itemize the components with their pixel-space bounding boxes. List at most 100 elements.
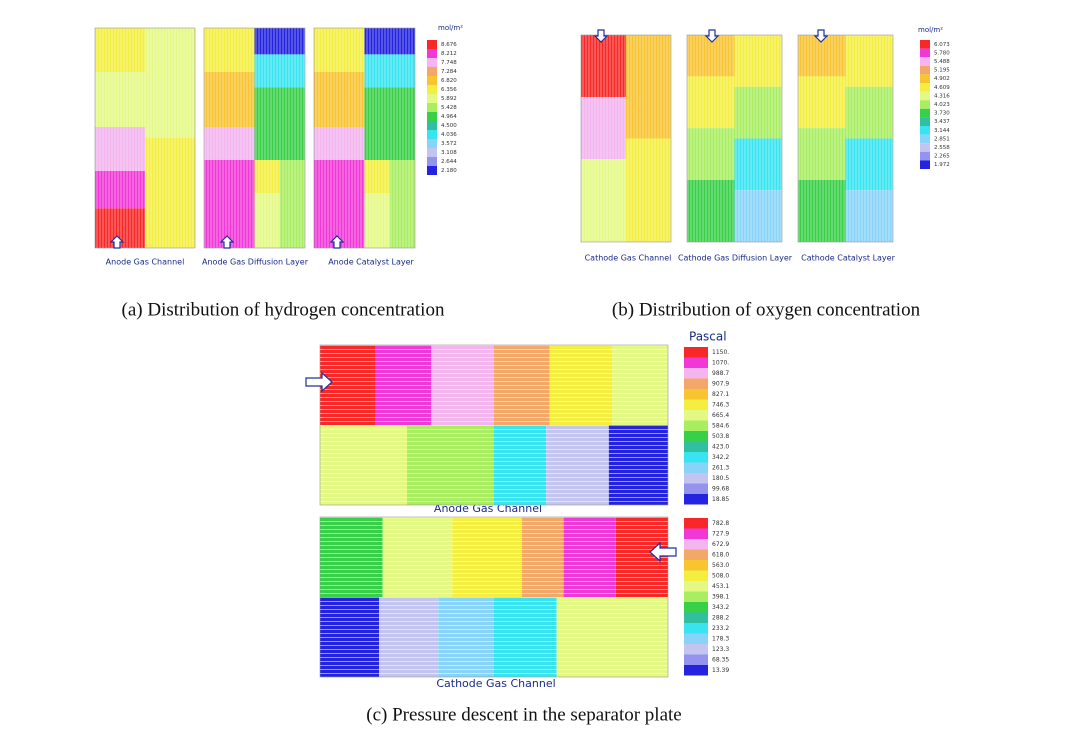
- legend-swatch: [427, 148, 437, 157]
- legend-swatch: [684, 431, 708, 442]
- legend-swatch: [684, 357, 708, 368]
- legend-swatch: [684, 549, 708, 560]
- legend-value: 68.35: [712, 656, 729, 663]
- legend-value: 3.144: [934, 128, 950, 134]
- legend-swatch: [684, 378, 708, 389]
- legend-value: 503.8: [712, 433, 729, 440]
- legend-value: 3.572: [441, 141, 457, 147]
- panel-label: Cathode Catalyst Layer: [801, 254, 895, 263]
- legend-swatch: [684, 560, 708, 571]
- legend-swatch: [920, 151, 930, 161]
- legend-value: 233.2: [712, 625, 729, 632]
- legend-swatch: [920, 160, 930, 169]
- legend-swatch: [684, 389, 708, 400]
- panel-border: [319, 344, 669, 506]
- legend-swatch: [920, 108, 930, 118]
- legend-swatch: [684, 654, 708, 665]
- legend-swatch: [427, 40, 437, 49]
- legend-value: 4.036: [441, 132, 457, 138]
- legend-swatch: [427, 103, 437, 112]
- legend-swatch: [684, 420, 708, 431]
- legend-value: 123.3: [712, 646, 729, 653]
- legend-value: 4.964: [441, 114, 457, 120]
- legend-value: 508.0: [712, 572, 729, 579]
- legend-swatch: [684, 539, 708, 550]
- legend-swatch: [684, 462, 708, 473]
- panel-border: [797, 34, 894, 243]
- legend-swatch: [684, 581, 708, 592]
- legend-value: 1070.: [712, 359, 729, 366]
- legend-value: 2.265: [934, 154, 950, 160]
- channel-lines: [314, 28, 415, 248]
- caption: (b) Distribution of oxygen concentration: [612, 299, 921, 320]
- legend-swatch: [427, 166, 437, 175]
- channel-lines: [320, 345, 668, 505]
- legend-swatch: [684, 665, 708, 676]
- legend-swatch: [427, 58, 437, 67]
- legend-value: 727.9: [712, 530, 729, 537]
- legend-swatch: [684, 591, 708, 602]
- legend-swatch: [427, 112, 437, 121]
- legend-value: 8.212: [441, 51, 457, 57]
- legend-swatch: [684, 452, 708, 463]
- legend-value: 7.284: [441, 69, 457, 75]
- channel-lines: [798, 35, 893, 242]
- legend-value: 342.2: [712, 454, 729, 461]
- legend-swatch: [684, 644, 708, 655]
- legend-value: 3.437: [934, 119, 950, 125]
- legend-value: 907.9: [712, 380, 729, 387]
- legend-value: 8.676: [441, 42, 457, 48]
- legend-value: 4.902: [934, 76, 950, 82]
- legend-value: 2.558: [934, 145, 950, 151]
- legend-value: 7.748: [441, 60, 457, 66]
- legend-value: 3.108: [441, 150, 457, 156]
- legend-value: 178.3: [712, 635, 729, 642]
- channel-lines: [320, 517, 668, 677]
- legend-value: 18.85: [712, 496, 729, 503]
- panel-label: Cathode Gas Channel: [436, 677, 555, 690]
- legend-value: 782.8: [712, 520, 729, 527]
- legend-swatch: [684, 441, 708, 452]
- legend-value: 4.023: [934, 102, 950, 108]
- legend-value: 4.500: [441, 123, 457, 129]
- legend-value: 746.3: [712, 401, 729, 408]
- legend-swatch: [684, 494, 708, 505]
- legend-swatch: [684, 399, 708, 410]
- legend-swatch: [920, 100, 930, 109]
- legend-swatch: [920, 48, 930, 58]
- legend-value: 453.1: [712, 583, 729, 590]
- legend-value: 180.5: [712, 475, 729, 482]
- panel-label: Cathode Gas Channel: [585, 254, 672, 263]
- arrows: [109, 29, 829, 563]
- legend-value: 2.851: [934, 136, 950, 142]
- legend-swatch: [684, 483, 708, 494]
- legend-swatch: [427, 85, 437, 94]
- legend-swatch: [920, 134, 930, 144]
- panel-border: [203, 27, 306, 249]
- panel-border: [686, 34, 783, 243]
- panel-border: [94, 27, 196, 249]
- legend-swatch: [920, 143, 930, 152]
- legend-value: 618.0: [712, 551, 729, 558]
- legend-swatch: [684, 410, 708, 421]
- panel-label: Anode Gas Channel: [106, 258, 185, 267]
- channel-lines: [581, 35, 671, 242]
- legend-swatch: [684, 602, 708, 613]
- legend-value: 4.316: [934, 93, 950, 99]
- legend-value: 5.780: [934, 50, 950, 56]
- legend-value: 288.2: [712, 614, 729, 621]
- legend-swatch: [684, 368, 708, 379]
- legend-value: 6.820: [441, 78, 457, 84]
- legend-swatch: [920, 65, 930, 75]
- legend-value: 584.6: [712, 422, 729, 429]
- legend-value: 3.730: [934, 111, 950, 117]
- panel-border: [319, 516, 669, 678]
- legend-swatch: [684, 612, 708, 623]
- legend-value: 261.3: [712, 464, 729, 471]
- legend-value: 5.195: [934, 68, 950, 74]
- legend-swatch: [920, 91, 930, 101]
- legend-value: 1150.: [712, 349, 729, 356]
- legend-value: 2.180: [441, 168, 457, 174]
- legend-swatch: [920, 57, 930, 66]
